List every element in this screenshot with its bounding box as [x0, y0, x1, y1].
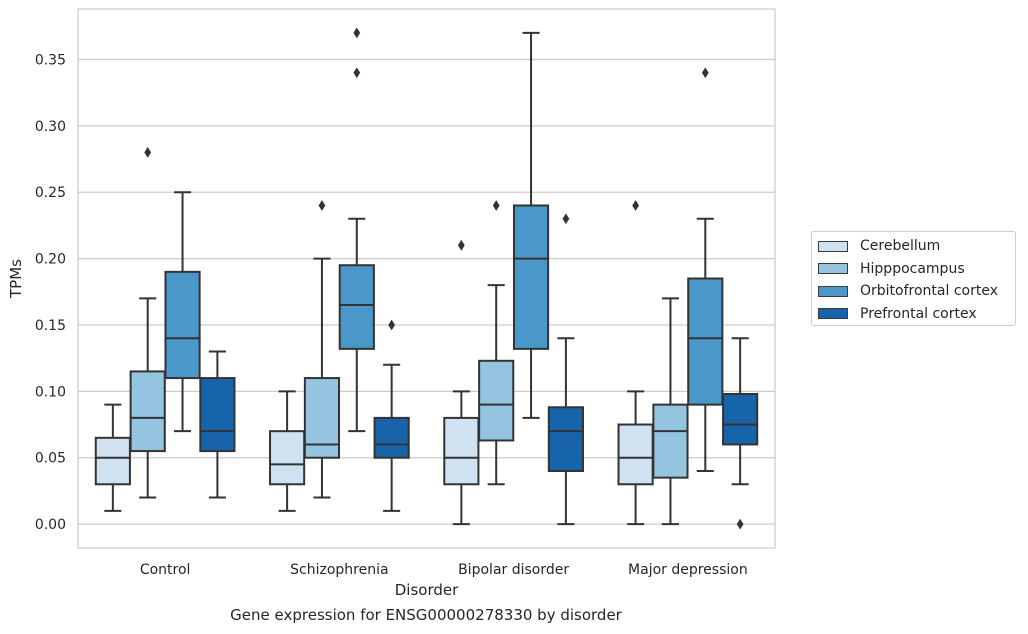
box-body [373, 416, 410, 459]
box-body [164, 270, 201, 380]
y-tick-label: 0.20 [35, 252, 66, 268]
box-body [443, 416, 480, 486]
box-prefrontal-cortex [722, 337, 759, 530]
y-tick-label: 0.00 [35, 517, 66, 533]
x-axis-label: Disorder [395, 581, 459, 599]
y-tick-label: 0.25 [35, 185, 66, 201]
y-tick-label: 0.05 [35, 451, 66, 467]
outlier-point [492, 200, 500, 211]
legend-label: Hipppocampus [860, 260, 965, 277]
box-prefrontal-cortex [199, 350, 236, 499]
legend-swatch [818, 308, 848, 320]
box-hipppocampus [652, 297, 689, 526]
box-body [478, 359, 515, 442]
x-tick-label: Schizophrenia [290, 562, 388, 578]
box-body [617, 423, 654, 486]
box-hipppocampus [129, 146, 166, 499]
box-prefrontal-cortex [547, 213, 584, 526]
legend-item: Prefrontal cortex [818, 303, 1015, 326]
outlier-point [701, 67, 709, 79]
legend-label: Cerebellum [860, 238, 941, 255]
box-cerebellum [617, 200, 654, 526]
boxes [94, 27, 759, 530]
outlier-point [632, 200, 639, 211]
legend-swatch [818, 263, 848, 275]
box-orbitofrontal-cortex [164, 191, 201, 433]
box-body [512, 204, 550, 350]
x-tick-label: Control [140, 562, 191, 578]
outlier-point [562, 213, 570, 225]
legend-label: Prefrontal cortex [860, 305, 977, 322]
outlier-point [736, 518, 744, 530]
y-tick-label: 0.30 [35, 119, 66, 135]
legend-swatch [818, 240, 848, 252]
x-tick-label: Bipolar disorder [458, 562, 569, 578]
box-body [269, 430, 306, 486]
outlier-point [144, 146, 152, 158]
legend: Cerebellum Hipppocampus Orbitofrontal cort… [811, 231, 1016, 326]
box-orbitofrontal-cortex [338, 27, 375, 433]
box-body [652, 403, 689, 479]
box-hipppocampus [478, 200, 515, 486]
box-body [338, 264, 375, 350]
chart-title: Gene expression for ENSG00000278330 by d… [230, 606, 622, 624]
legend-item: Cerebellum [818, 235, 1015, 258]
outlier-point [353, 67, 361, 79]
box-body [547, 406, 584, 472]
x-tick-label: Major depression [628, 562, 748, 578]
box-orbitofrontal-cortex [512, 31, 550, 419]
box-cerebellum [94, 403, 131, 512]
box-cerebellum [443, 239, 480, 526]
legend-swatch [818, 285, 848, 297]
box-body [199, 377, 236, 453]
outlier-point [457, 239, 465, 251]
legend-label: Orbitofrontal cortex [860, 283, 998, 300]
y-tick-labels: 0.00 0.05 0.10 0.15 0.20 0.25 0.30 0.35 [35, 52, 66, 533]
x-tick-labels: Control Schizophrenia Bipolar disorder Majo… [140, 562, 748, 578]
box-body [94, 436, 131, 486]
legend-item: Hipppocampus [818, 258, 1015, 281]
legend-item: Orbitofrontal cortex [818, 280, 1015, 303]
box-body [687, 277, 724, 406]
y-axis-label: TPMs [7, 259, 25, 299]
box-hipppocampus [303, 200, 341, 499]
outlier-point [353, 27, 361, 39]
box-orbitofrontal-cortex [687, 67, 724, 472]
box-prefrontal-cortex [373, 319, 410, 512]
outlier-point [318, 200, 326, 211]
y-tick-label: 0.15 [35, 318, 66, 334]
box-body [129, 370, 166, 453]
box-cerebellum [269, 390, 306, 512]
plot-frame [77, 8, 776, 549]
box-body [722, 393, 759, 446]
y-tick-label: 0.10 [35, 384, 66, 400]
box-body [303, 377, 341, 459]
y-tick-label: 0.35 [35, 52, 66, 68]
outlier-point [388, 319, 396, 331]
